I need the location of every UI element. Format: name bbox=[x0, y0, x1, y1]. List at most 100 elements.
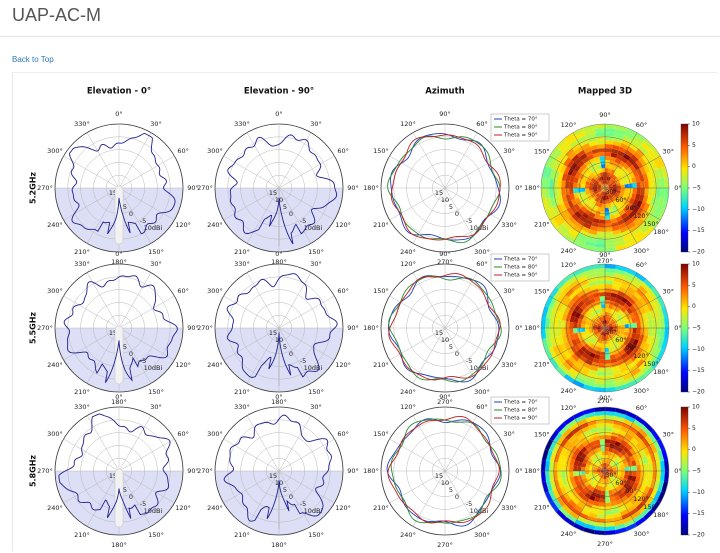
heatmap-cell bbox=[583, 306, 590, 313]
heatmap-cell bbox=[656, 188, 661, 198]
heatmap-cell bbox=[605, 144, 613, 149]
heatmap-cell bbox=[583, 124, 595, 132]
heatmap-cell bbox=[594, 354, 601, 360]
heatmap-cell bbox=[627, 318, 633, 324]
azimuth-theta90-trace bbox=[390, 134, 501, 241]
heatmap-cell bbox=[612, 512, 622, 519]
heatmap-cell bbox=[613, 233, 623, 240]
angle-tick-label: 0° bbox=[674, 324, 681, 332]
heatmap-cell bbox=[549, 197, 557, 208]
angular-grid-line bbox=[63, 187, 120, 221]
radial-tick-label: 0 bbox=[455, 210, 459, 218]
angle-tick-label: 30° bbox=[150, 120, 162, 128]
heatmap-cell bbox=[549, 146, 560, 158]
heatmap-cell bbox=[617, 163, 623, 170]
heatmap-cell bbox=[593, 472, 598, 476]
heatmap-cell bbox=[605, 168, 609, 173]
heatmap-cell bbox=[566, 442, 575, 451]
heatmap-cell bbox=[585, 236, 596, 244]
angular-grid-line bbox=[118, 327, 152, 384]
heatmap-cell bbox=[631, 317, 637, 324]
heatmap-cell bbox=[548, 207, 557, 218]
heatmap-cell bbox=[614, 440, 621, 447]
heatmap-cell bbox=[614, 157, 621, 164]
heatmap-cell bbox=[644, 354, 654, 364]
heatmap-cell bbox=[657, 197, 665, 209]
heatmap-cell bbox=[577, 471, 582, 476]
heatmap-cell bbox=[633, 513, 644, 523]
heatmap-cell bbox=[615, 294, 623, 301]
heatmap-cell bbox=[608, 472, 613, 475]
heatmap-cell bbox=[591, 334, 596, 339]
radial-tick-label: 0 bbox=[129, 350, 133, 358]
heatmap-cell bbox=[647, 216, 657, 227]
heatmap-cell bbox=[605, 324, 609, 328]
heatmap-cell bbox=[605, 195, 608, 200]
heatmap-cell bbox=[541, 176, 546, 188]
heatmap-cell bbox=[656, 461, 661, 471]
heatmap-cell bbox=[586, 461, 592, 466]
heatmap-cell bbox=[657, 307, 665, 319]
radial-tick-label: 5 bbox=[123, 343, 127, 351]
angular-grid-line bbox=[278, 470, 312, 527]
heatmap-cell bbox=[595, 493, 601, 499]
colorbar bbox=[680, 406, 689, 536]
heatmap-cell bbox=[605, 308, 609, 313]
heatmap-cell bbox=[636, 181, 641, 188]
heatmap-cell bbox=[581, 366, 590, 374]
heatmap-cell bbox=[650, 479, 657, 489]
heatmap-cell bbox=[600, 304, 605, 309]
heatmap-cell bbox=[631, 475, 637, 482]
heatmap-cell bbox=[599, 439, 605, 444]
radial-tick-label: 5 bbox=[123, 486, 127, 494]
heatmap-cell bbox=[585, 181, 590, 186]
heatmap-cell bbox=[593, 473, 599, 477]
heatmap-cell bbox=[581, 183, 586, 188]
angle-tick-label: 60° bbox=[177, 147, 189, 155]
heatmap-cell bbox=[636, 340, 643, 348]
heatmap-cell bbox=[596, 280, 605, 285]
heatmap-cell bbox=[577, 188, 582, 193]
heatmap-cell bbox=[605, 128, 616, 133]
heatmap-cell bbox=[563, 233, 575, 244]
heatmap-cell bbox=[589, 198, 595, 204]
angle-tick-label: 240° bbox=[561, 530, 577, 538]
heatmap-cell bbox=[573, 177, 579, 184]
heatmap-cell bbox=[610, 452, 615, 458]
heatmap-cell bbox=[635, 272, 647, 283]
heatmap-cell bbox=[592, 170, 597, 176]
heatmap-cell bbox=[593, 466, 598, 470]
heatmap-cell bbox=[617, 502, 625, 509]
legend-entry: Theta = 90° bbox=[503, 133, 538, 139]
colorbar-tick-label: −20 bbox=[692, 389, 705, 396]
heatmap-cell bbox=[650, 358, 661, 370]
radial-tick-label: -5 bbox=[466, 357, 472, 365]
heatmap-cell bbox=[647, 149, 657, 160]
heatmap-cell bbox=[562, 361, 572, 371]
heatmap-cell bbox=[598, 330, 602, 334]
heatmap-cell bbox=[568, 434, 577, 443]
radial-tick-label: 10dBi bbox=[304, 507, 323, 515]
heatmap-cell bbox=[599, 474, 603, 478]
heatmap-cell bbox=[620, 282, 629, 290]
heatmap-cell bbox=[580, 483, 587, 489]
angle-tick-label: 60° bbox=[177, 287, 189, 295]
angular-grid-line bbox=[118, 470, 152, 527]
heatmap-cell bbox=[549, 328, 554, 338]
heatmap-cell bbox=[605, 292, 612, 297]
heatmap-cell bbox=[607, 334, 611, 340]
heatmap-cell bbox=[580, 453, 587, 459]
heatmap-cell bbox=[640, 223, 651, 234]
heatmap-cell bbox=[597, 510, 605, 515]
heatmap-cell bbox=[588, 280, 598, 287]
back-to-top-link[interactable]: Back to Top bbox=[12, 55, 54, 64]
heatmap-cell bbox=[650, 345, 658, 356]
heatmap-cell bbox=[632, 481, 639, 489]
heatmap-cell bbox=[587, 437, 595, 444]
heatmap-cell bbox=[592, 435, 600, 441]
angle-tick-label: 300° bbox=[634, 247, 650, 255]
heatmap-cell bbox=[556, 354, 566, 364]
heatmap-cell bbox=[623, 340, 630, 346]
heatmap-cell bbox=[555, 278, 567, 290]
heatmap-cell bbox=[594, 320, 599, 324]
